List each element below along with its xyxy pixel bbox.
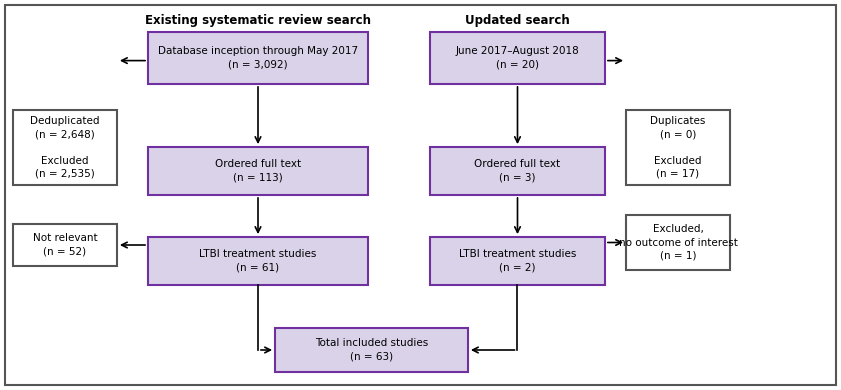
Bar: [148, 237, 368, 285]
Bar: [13, 224, 117, 266]
Text: Existing systematic review search: Existing systematic review search: [145, 14, 371, 27]
Text: Excluded,
no outcome of interest
(n = 1): Excluded, no outcome of interest (n = 1): [619, 224, 738, 261]
Bar: [430, 147, 605, 195]
Bar: [148, 32, 368, 84]
Text: Ordered full text
(n = 113): Ordered full text (n = 113): [215, 160, 301, 183]
Text: Ordered full text
(n = 3): Ordered full text (n = 3): [474, 160, 561, 183]
Bar: [148, 147, 368, 195]
Bar: [275, 328, 468, 372]
Text: Not relevant
(n = 52): Not relevant (n = 52): [33, 233, 98, 257]
Bar: [626, 110, 730, 185]
Text: Deduplicated
(n = 2,648)

Excluded
(n = 2,535): Deduplicated (n = 2,648) Excluded (n = 2…: [30, 116, 100, 179]
Text: Total included studies
(n = 63): Total included studies (n = 63): [315, 339, 428, 362]
Text: Updated search: Updated search: [464, 14, 569, 27]
Bar: [13, 110, 117, 185]
Bar: [626, 215, 730, 270]
Bar: [430, 237, 605, 285]
Bar: [430, 32, 605, 84]
Text: Database inception through May 2017
(n = 3,092): Database inception through May 2017 (n =…: [158, 46, 358, 69]
Text: LTBI treatment studies
(n = 2): LTBI treatment studies (n = 2): [459, 249, 576, 273]
Text: Duplicates
(n = 0)

Excluded
(n = 17): Duplicates (n = 0) Excluded (n = 17): [650, 116, 706, 179]
Text: June 2017–August 2018
(n = 20): June 2017–August 2018 (n = 20): [456, 46, 579, 69]
Text: LTBI treatment studies
(n = 61): LTBI treatment studies (n = 61): [199, 249, 317, 273]
